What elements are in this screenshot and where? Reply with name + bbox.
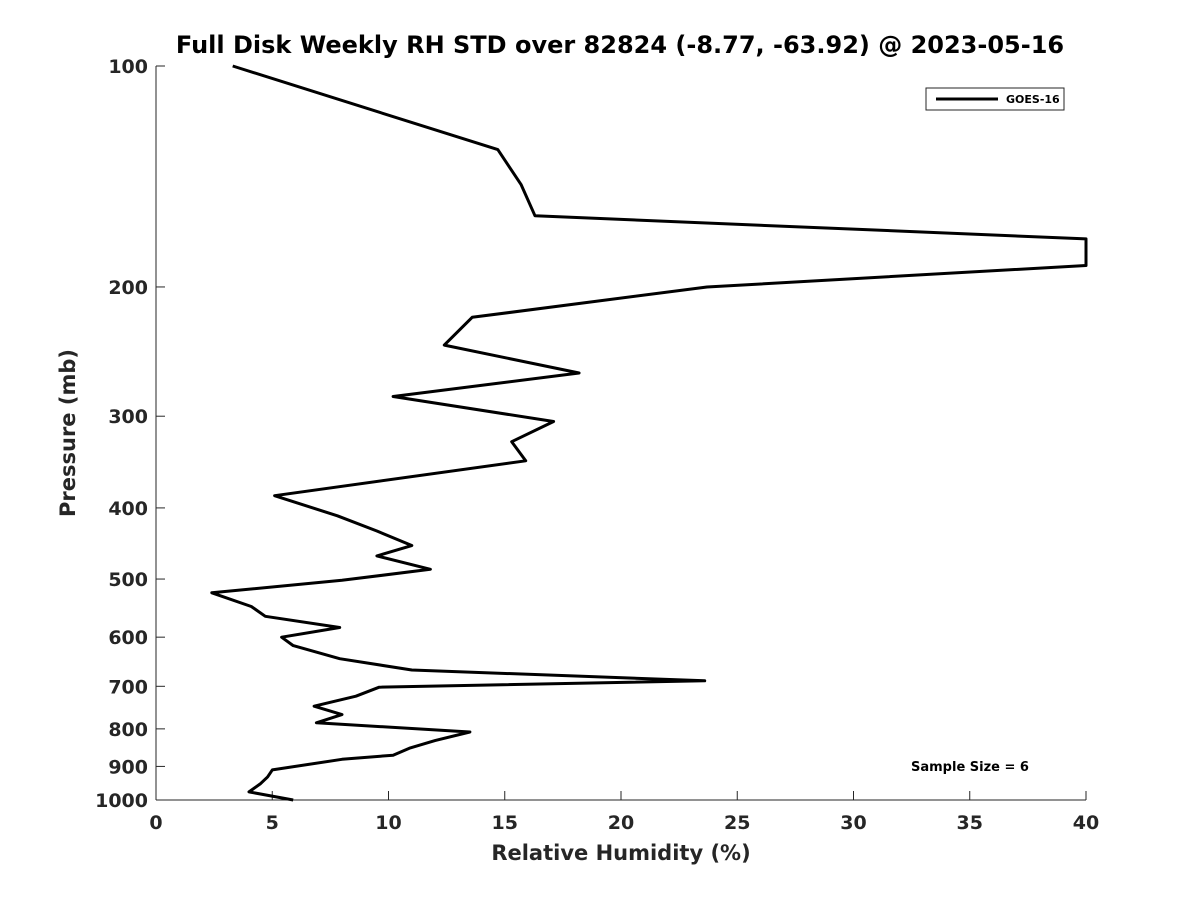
series-layer (210, 64, 1088, 802)
x-tick-label: 35 (957, 812, 983, 834)
x-tick-label: 15 (492, 812, 518, 834)
y-tick-label: 1000 (95, 790, 148, 812)
y-tick-label: 300 (108, 406, 148, 428)
legend: GOES-16 (925, 87, 1065, 111)
y-tick-label: 100 (108, 56, 148, 78)
series-line-goes-16 (210, 64, 1088, 802)
x-tick-label: 20 (608, 812, 634, 834)
y-tick-label: 400 (108, 498, 148, 520)
x-tick-label: 5 (266, 812, 279, 834)
chart-title: Full Disk Weekly RH STD over 82824 (-8.7… (176, 31, 1064, 59)
sample-size-annotation: Sample Size = 6 (911, 760, 1029, 775)
y-tick-label: 600 (108, 627, 148, 649)
x-tick-label: 0 (149, 812, 162, 834)
y-tick-label: 900 (108, 756, 148, 778)
x-tick-label: 25 (724, 812, 750, 834)
x-axis-label: Relative Humidity (%) (491, 841, 750, 865)
y-tick-label: 700 (108, 676, 148, 698)
x-tick-label: 40 (1073, 812, 1099, 834)
x-tick-label: 10 (375, 812, 401, 834)
x-tick-label: 30 (840, 812, 866, 834)
y-tick-label: 800 (108, 719, 148, 741)
axes (155, 66, 1086, 801)
x-ticks: 0 5 10 15 20 25 30 35 40 (149, 791, 1099, 834)
y-tick-label: 500 (108, 569, 148, 591)
y-ticks: 100 200 300 400 500 600 700 800 900 1000 (95, 56, 165, 812)
y-axis-label: Pressure (mb) (56, 349, 80, 517)
y-tick-label: 200 (108, 277, 148, 299)
legend-label: GOES-16 (1006, 93, 1060, 106)
